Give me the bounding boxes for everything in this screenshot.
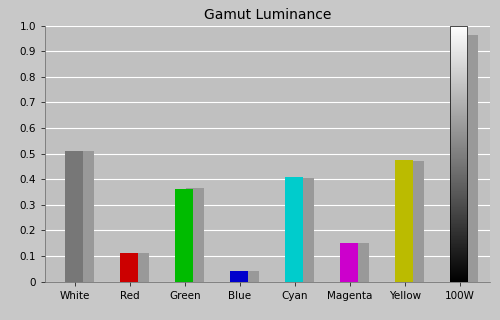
Bar	[66, 151, 83, 282]
Bar	[241, 271, 258, 282]
Bar	[230, 271, 248, 282]
Bar	[406, 161, 423, 282]
Bar	[285, 177, 302, 282]
Bar	[76, 151, 94, 282]
Bar	[120, 253, 138, 282]
Bar	[461, 35, 478, 282]
Bar	[175, 189, 193, 282]
Bar	[296, 178, 314, 282]
Bar	[351, 243, 368, 282]
Title: Gamut Luminance: Gamut Luminance	[204, 8, 331, 22]
Bar	[395, 160, 412, 282]
Bar	[450, 26, 468, 282]
Bar	[186, 188, 204, 282]
Bar	[340, 243, 357, 282]
Bar	[132, 253, 149, 282]
